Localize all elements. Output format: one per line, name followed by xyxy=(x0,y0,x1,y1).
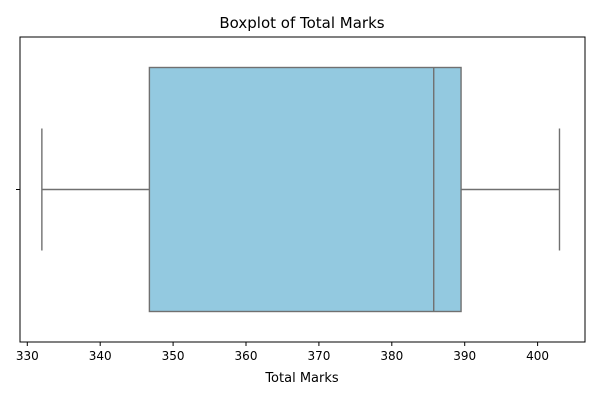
chart-title: Boxplot of Total Marks xyxy=(219,14,384,32)
iqr-box xyxy=(148,66,462,313)
x-tick-label: 360 xyxy=(235,349,258,363)
x-axis: 330 340 350 360 370 380 390 400 xyxy=(16,189,549,363)
x-tick-label: 390 xyxy=(453,349,476,363)
box-layer xyxy=(41,66,561,313)
x-tick-label: 350 xyxy=(162,349,185,363)
x-axis-label: Total Marks xyxy=(264,371,339,386)
x-tick-label: 330 xyxy=(16,349,39,363)
x-tick-label: 340 xyxy=(89,349,112,363)
x-tick-label: 380 xyxy=(380,349,403,363)
x-tick-label: 400 xyxy=(526,349,549,363)
plot-frame xyxy=(19,36,586,343)
x-tick-label: 370 xyxy=(307,349,330,363)
